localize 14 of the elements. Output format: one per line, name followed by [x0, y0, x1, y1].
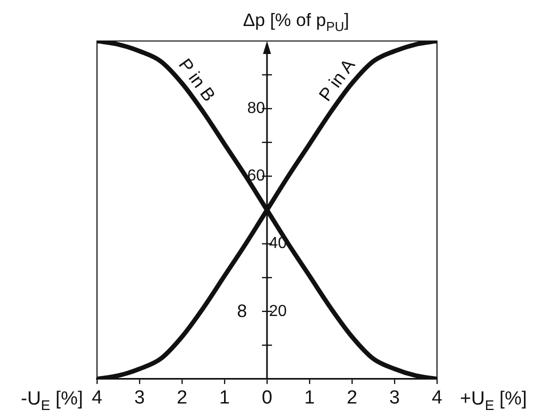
- y2-tick-label: 80: [247, 100, 266, 118]
- annotation: 8: [236, 301, 248, 322]
- x-tick-label: 0: [262, 388, 272, 409]
- x-tick-label: 4: [432, 388, 443, 409]
- x-tick-label: 2: [346, 388, 358, 409]
- x-tick-label: 2: [176, 388, 188, 409]
- x-tick-label: 4: [92, 388, 103, 409]
- text: P in B: [174, 54, 220, 106]
- x-tick-label: 3: [134, 388, 145, 409]
- x-tick-label: 1: [304, 388, 315, 409]
- x-tick-label: 3: [389, 388, 400, 409]
- text: P in A: [315, 55, 359, 105]
- y-tick-label: 20: [269, 302, 287, 320]
- x-tick-label: 1: [219, 388, 230, 409]
